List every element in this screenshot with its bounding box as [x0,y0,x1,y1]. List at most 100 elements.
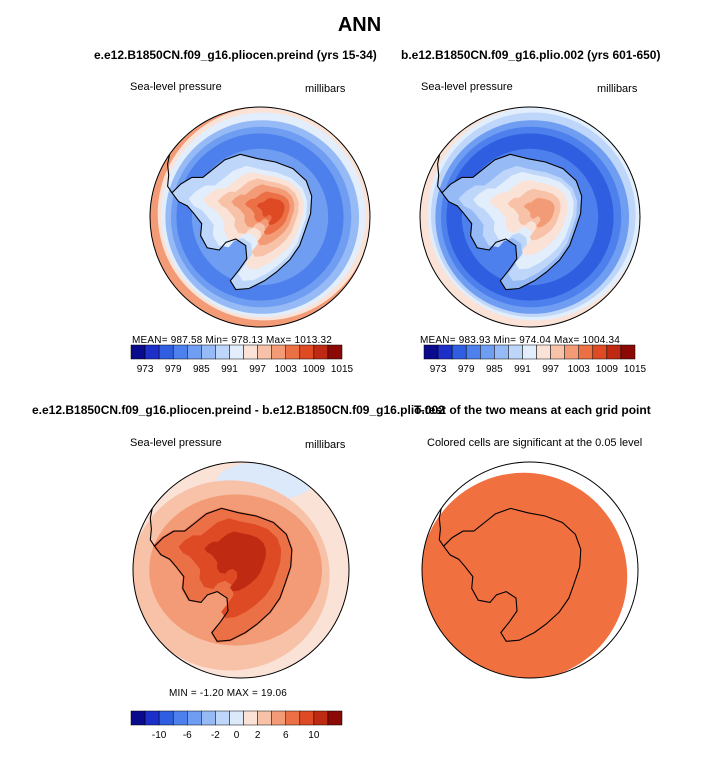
colorbar-2-tick-label: 985 [486,364,503,375]
colorbar-3-tick-label: 0 [234,730,240,741]
panel-2-map [420,107,640,327]
colorbar-3-swatch [313,710,329,726]
colorbar-2-swatch [620,344,636,360]
panel-2-continent-band [523,197,555,228]
panel-1-map-border [149,106,371,328]
colorbar-1-swatch [285,344,301,360]
panel-2-units-label: millibars [597,83,638,95]
colorbar-3-swatch [229,710,244,726]
colorbar-1-swatch [313,344,329,360]
colorbar-1-swatch [243,344,258,360]
colorbar-2-swatch [465,344,481,360]
colorbar-1-swatch [144,344,160,360]
colorbar-1-swatch [271,344,286,360]
colorbar-2-tick-label: 973 [430,364,447,375]
colorbar-3-swatch [158,710,174,726]
colorbar-2-tick-label: 1015 [624,364,647,375]
colorbar-2-swatch [592,344,608,360]
colorbar-2-tick-label: 1009 [596,364,619,375]
colorbar-3-swatch [144,710,160,726]
panel-1-continent-band [256,197,285,225]
colorbar-1-tick-label: 1015 [331,364,354,375]
panel-3-left-label: Sea-level pressure [130,437,222,449]
colorbar-3-swatch [172,710,188,726]
colorbar-3-swatch [201,710,216,726]
colorbar-3-tick-label: -6 [183,730,192,741]
colorbar-3-swatch [215,710,230,726]
colorbar-1-swatch [130,344,146,360]
colorbar-2-tick-label: 991 [514,364,531,375]
panel-4-case-title: T-test of the two means at each grid poi… [414,403,651,417]
colorbar-2-swatch [550,344,565,360]
colorbar-1-swatch [327,344,343,360]
colorbar-3-swatch [130,710,146,726]
colorbar-1-tick-label: 985 [193,364,210,375]
colorbar-1-swatch [229,344,244,360]
panel-1-case-title: e.e12.B1850CN.f09_g16.pliocen.preind (yr… [94,48,377,62]
panel-3-units-label: millibars [305,439,346,451]
colorbar-2-swatch [423,344,439,360]
panel-4-significant-region [422,472,628,678]
colorbar-2-swatch [508,344,523,360]
colorbar-2-tick-label: 997 [542,364,559,375]
colorbar-2-swatch [451,344,467,360]
colorbar-1-swatch [172,344,188,360]
colorbar-2-swatch [606,344,622,360]
colorbar-1-tick-label: 997 [249,364,266,375]
colorbar-1-swatch [201,344,216,360]
colorbar-1-swatch [257,344,272,360]
colorbar-1-tick-label: 979 [165,364,182,375]
colorbar-2-swatch [578,344,594,360]
colorbar-2-swatch [480,344,495,360]
colorbar-3-tick-label: 10 [308,730,320,741]
colorbar-1-swatch [299,344,315,360]
colorbar-3-tick-label: 6 [283,730,289,741]
colorbar-3-swatch [271,710,286,726]
panel-4-map [422,462,638,678]
colorbar-2-tick-label: 979 [458,364,475,375]
panel-2-coastline [441,153,583,291]
panel-1-stats: MEAN= 987.58 Min= 978.13 Max= 1013.32 [132,335,333,346]
panel-4-coastline [442,507,582,642]
colorbar-3-swatch [299,710,315,726]
panel-1-map [150,107,370,327]
colorbar-3-tick-label: -10 [152,730,167,741]
panel-3-stats: MIN = -1.20 MAX = 19.06 [169,688,287,699]
colorbar-3-swatch [285,710,301,726]
panel-3-map-border [132,461,350,679]
panel-2-case-title: b.e12.B1850CN.f09_g16.plio.002 (yrs 601-… [401,48,661,62]
figure-title: ANN [337,14,382,36]
colorbar-3-swatch [327,710,343,726]
panel-2-left-label: Sea-level pressure [421,81,513,93]
panel-1-units-label: millibars [305,83,346,95]
colorbar-2-swatch [522,344,537,360]
colorbar-3-tick-label: 2 [255,730,261,741]
colorbar-1-tick-label: 1009 [303,364,326,375]
panel-3-continent-band [204,531,266,592]
panel-3-case-title: e.e12.B1850CN.f09_g16.pliocen.preind - b… [32,403,445,417]
colorbar-2-swatch [564,344,579,360]
panel-2-map-border [419,106,641,328]
colorbar-1-swatch [215,344,230,360]
colorbar-2-tick-label: 1003 [568,364,591,375]
colorbar-1-swatch [158,344,174,360]
colorbar-2-swatch [437,344,453,360]
colorbar-2-swatch [494,344,509,360]
colorbar-3-tick-label: -2 [211,730,220,741]
panel-3-coastline [153,507,293,642]
colorbar-2-swatch [536,344,551,360]
panel-1-left-label: Sea-level pressure [130,81,222,93]
colorbar-3-swatch [243,710,258,726]
colorbar-3-swatch [257,710,272,726]
colorbar-1-tick-label: 991 [221,364,238,375]
panel-2-stats: MEAN= 983.93 Min= 974.04 Max= 1004.34 [420,335,621,346]
colorbar-1-tick-label: 973 [137,364,154,375]
panel-1-coastline [171,153,313,291]
panel-4-left-label: Colored cells are significant at the 0.0… [427,437,643,449]
panel-3-map [133,462,349,678]
colorbar-1-swatch [187,344,202,360]
colorbar-3-swatch [187,710,202,726]
panel-4-map-border [421,461,639,679]
colorbar-1-tick-label: 1003 [275,364,298,375]
